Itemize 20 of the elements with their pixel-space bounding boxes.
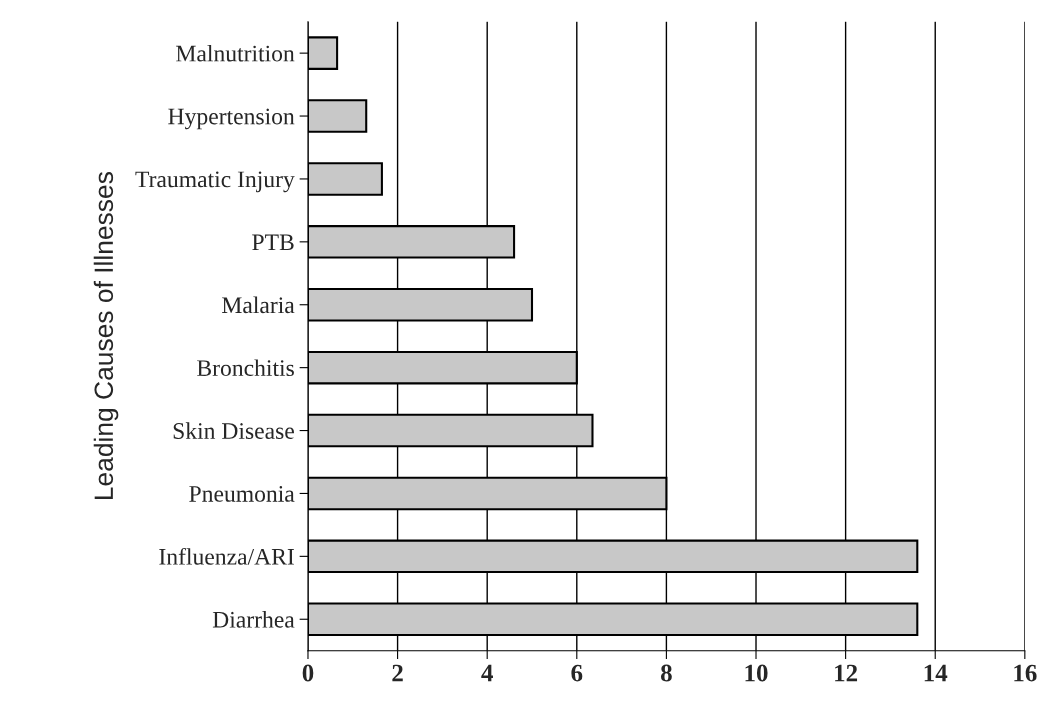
y-tick-label: Hypertension xyxy=(168,108,295,130)
y-tick-label: PTB xyxy=(252,234,294,251)
x-tick-label: 2 xyxy=(392,664,403,682)
y-tick-label: Influenza/ARI xyxy=(159,547,294,565)
x-tick-label: 12 xyxy=(835,664,858,682)
x-tick-label: 16 xyxy=(1014,664,1037,682)
x-tick-label: 0 xyxy=(302,664,314,682)
y-tick-label: Skin Disease xyxy=(173,422,294,439)
x-tick-label: 4 xyxy=(481,664,493,682)
y-tick-label: Diarrhea xyxy=(212,611,295,628)
y-tick-label: Traumatic Injury xyxy=(135,171,295,193)
x-tick-label: 14 xyxy=(924,664,948,682)
x-tick-label: 8 xyxy=(660,664,672,682)
y-tick-label: Malnutrition xyxy=(176,44,295,62)
y-tick-label: Malaria xyxy=(222,296,295,314)
x-tick-label: 6 xyxy=(571,664,583,682)
y-tick-label: Bronchitis xyxy=(197,359,294,377)
y-axis-title: Leading Causes of Illnesses xyxy=(93,172,119,500)
y-tick-label: Pneumonia xyxy=(189,486,295,502)
x-tick-label: 10 xyxy=(745,664,768,682)
